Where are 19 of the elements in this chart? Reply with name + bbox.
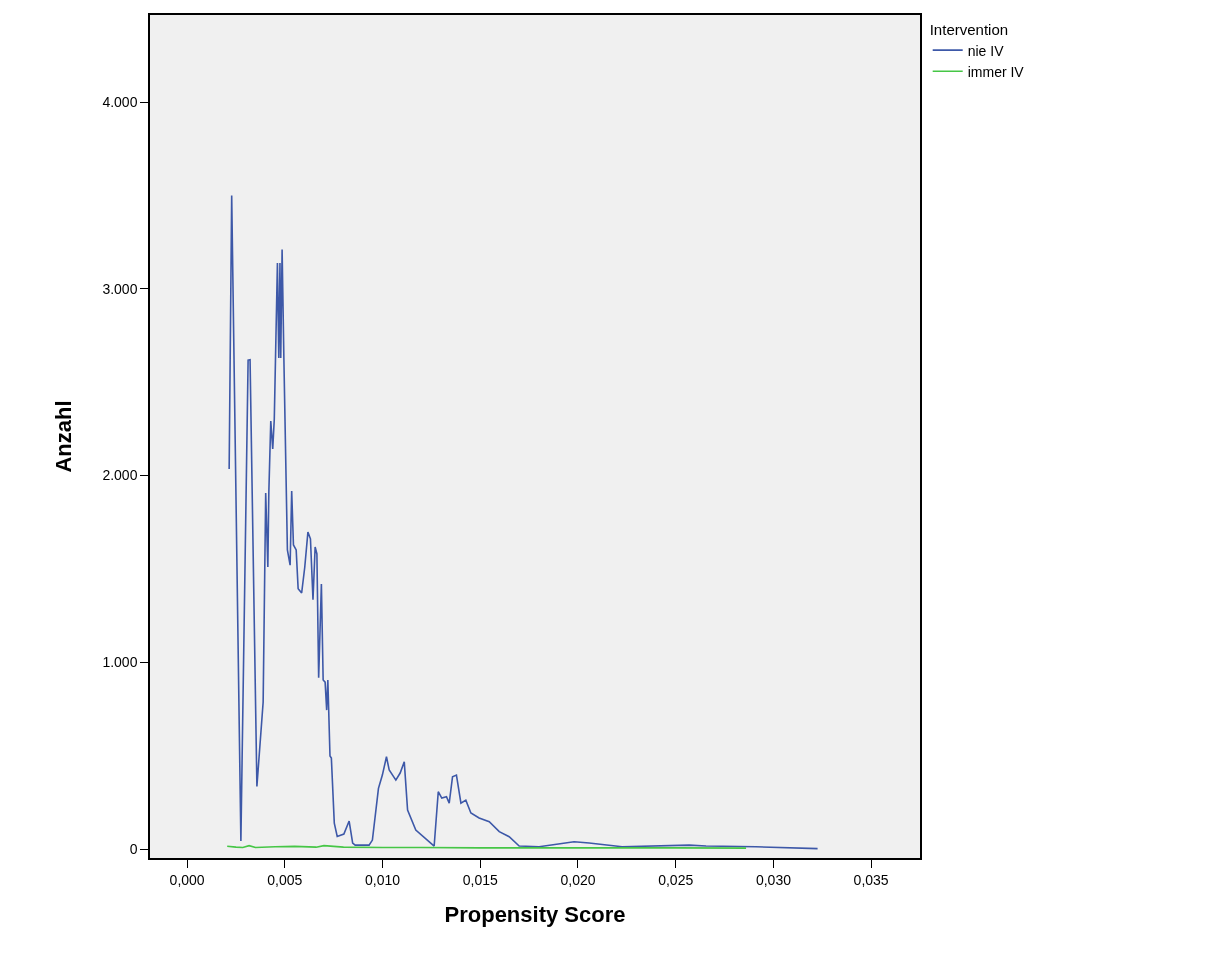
- y-tick-label: 1.000: [102, 654, 138, 671]
- legend-label: immer IV: [967, 63, 1025, 80]
- y-axis-title: Anzahl: [50, 400, 76, 473]
- x-tick-label: 0,035: [853, 871, 889, 888]
- x-tick-label: 0,015: [462, 871, 498, 888]
- x-tick-label: 0,025: [658, 871, 694, 888]
- x-tick-label: 0,005: [267, 871, 303, 888]
- line-series: [228, 194, 819, 850]
- x-tick-label: 0,000: [169, 871, 205, 888]
- legend-label: nie IV: [967, 42, 1005, 59]
- x-tick-label: 0,010: [365, 871, 401, 888]
- x-tick-label: 0,030: [755, 871, 792, 888]
- y-tick-label: 2.000: [102, 467, 138, 484]
- x-axis-title: Propensity Score: [444, 901, 626, 927]
- legend-title: Intervention: [929, 20, 1009, 38]
- y-tick-label: 4.000: [102, 93, 138, 110]
- y-tick-label: 3.000: [102, 280, 138, 297]
- y-tick-label: 0: [129, 840, 138, 857]
- x-tick-label: 0,020: [560, 871, 596, 888]
